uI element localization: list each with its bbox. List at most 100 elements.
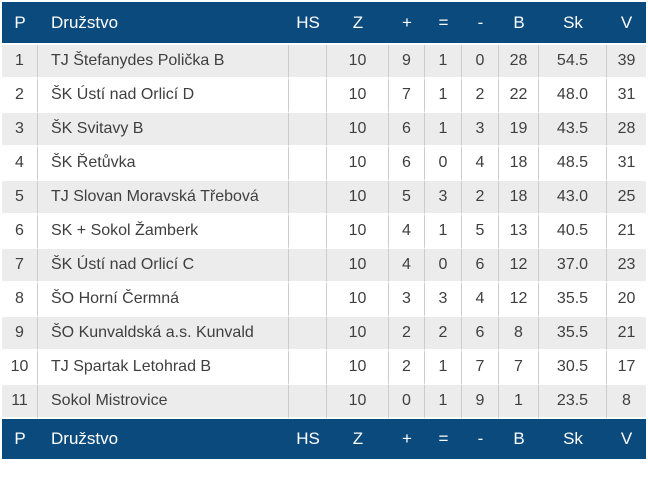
cell-team: TJ Slovan Moravská Třebová <box>38 181 289 215</box>
cell-wins: 0 <box>389 385 425 419</box>
cell-draws: 2 <box>425 317 462 351</box>
cell-rank: 1 <box>2 45 38 79</box>
cell-rank: 8 <box>2 283 38 317</box>
cell-wins: 2 <box>389 351 425 385</box>
footer-col-score: Sk <box>539 419 607 459</box>
cell-wins: 4 <box>389 215 425 249</box>
cell-wins: 5 <box>389 181 425 215</box>
col-header-hs: HS <box>289 2 327 45</box>
cell-v: 31 <box>607 147 646 181</box>
cell-hs <box>289 351 327 385</box>
table-row: 10 TJ Spartak Letohrad B 10 2 1 7 7 30.5 17 <box>2 351 646 385</box>
cell-draws: 3 <box>425 181 462 215</box>
cell-draws: 1 <box>425 215 462 249</box>
cell-hs <box>289 79 327 113</box>
cell-wins: 7 <box>389 79 425 113</box>
cell-hs <box>289 317 327 351</box>
cell-team: TJ Štefanydes Polička B <box>38 45 289 79</box>
cell-rank: 10 <box>2 351 38 385</box>
footer-col-draws: = <box>425 419 462 459</box>
cell-losses: 7 <box>462 351 499 385</box>
cell-games: 10 <box>327 147 389 181</box>
table-row: 8 ŠO Horní Čermná 10 3 3 4 12 35.5 20 <box>2 283 646 317</box>
cell-points: 18 <box>499 147 539 181</box>
cell-v: 39 <box>607 45 646 79</box>
table-row: 1 TJ Štefanydes Polička B 10 9 1 0 28 54.5 39 <box>2 45 646 79</box>
cell-losses: 0 <box>462 45 499 79</box>
cell-games: 10 <box>327 215 389 249</box>
cell-team: ŠK Svitavy B <box>38 113 289 147</box>
col-header-draws: = <box>425 2 462 45</box>
cell-score: 35.5 <box>539 317 607 351</box>
cell-games: 10 <box>327 79 389 113</box>
standings-page: P Družstvo HS Z + = - B Sk V 1 TJ Štefany… <box>2 2 646 459</box>
cell-games: 10 <box>327 385 389 419</box>
table-row: 6 SK + Sokol Žamberk 10 4 1 5 13 40.5 21 <box>2 215 646 249</box>
cell-games: 10 <box>327 113 389 147</box>
cell-draws: 1 <box>425 113 462 147</box>
footer-col-wins: + <box>389 419 425 459</box>
cell-rank: 3 <box>2 113 38 147</box>
cell-hs <box>289 113 327 147</box>
cell-team: ŠK Ústí nad Orlicí D <box>38 79 289 113</box>
table-row: 9 ŠO Kunvaldská a.s. Kunvald 10 2 2 6 8 35.5 21 <box>2 317 646 351</box>
cell-games: 10 <box>327 181 389 215</box>
cell-rank: 2 <box>2 79 38 113</box>
cell-hs <box>289 215 327 249</box>
cell-team: ŠK Řetůvka <box>38 147 289 181</box>
cell-draws: 1 <box>425 45 462 79</box>
cell-rank: 5 <box>2 181 38 215</box>
col-header-points: B <box>499 2 539 45</box>
cell-losses: 3 <box>462 113 499 147</box>
col-header-score: Sk <box>539 2 607 45</box>
cell-score: 37.0 <box>539 249 607 283</box>
cell-games: 10 <box>327 317 389 351</box>
table-row: 4 ŠK Řetůvka 10 6 0 4 18 48.5 31 <box>2 147 646 181</box>
footer-col-v: V <box>607 419 646 459</box>
cell-v: 21 <box>607 215 646 249</box>
table-row: 5 TJ Slovan Moravská Třebová 10 5 3 2 18 43.0 25 <box>2 181 646 215</box>
cell-rank: 9 <box>2 317 38 351</box>
cell-team: SK + Sokol Žamberk <box>38 215 289 249</box>
cell-team: ŠK Ústí nad Orlicí C <box>38 249 289 283</box>
cell-score: 43.0 <box>539 181 607 215</box>
footer-col-rank: P <box>2 419 38 459</box>
table-row: 11 Sokol Mistrovice 10 0 1 9 1 23.5 8 <box>2 385 646 419</box>
cell-losses: 6 <box>462 249 499 283</box>
footer-col-games: Z <box>327 419 389 459</box>
cell-losses: 9 <box>462 385 499 419</box>
cell-wins: 4 <box>389 249 425 283</box>
cell-v: 17 <box>607 351 646 385</box>
cell-rank: 4 <box>2 147 38 181</box>
cell-games: 10 <box>327 249 389 283</box>
cell-games: 10 <box>327 45 389 79</box>
cell-points: 1 <box>499 385 539 419</box>
cell-points: 18 <box>499 181 539 215</box>
cell-score: 48.0 <box>539 79 607 113</box>
col-header-rank: P <box>2 2 38 45</box>
cell-score: 43.5 <box>539 113 607 147</box>
footer-row: P Družstvo HS Z + = - B Sk V <box>2 419 646 459</box>
cell-losses: 2 <box>462 181 499 215</box>
cell-points: 12 <box>499 249 539 283</box>
cell-v: 23 <box>607 249 646 283</box>
cell-score: 23.5 <box>539 385 607 419</box>
cell-points: 7 <box>499 351 539 385</box>
col-header-wins: + <box>389 2 425 45</box>
cell-team: ŠO Horní Čermná <box>38 283 289 317</box>
footer-col-hs: HS <box>289 419 327 459</box>
cell-hs <box>289 45 327 79</box>
cell-score: 30.5 <box>539 351 607 385</box>
cell-wins: 2 <box>389 317 425 351</box>
cell-points: 12 <box>499 283 539 317</box>
cell-v: 8 <box>607 385 646 419</box>
cell-losses: 2 <box>462 79 499 113</box>
cell-score: 48.5 <box>539 147 607 181</box>
cell-v: 21 <box>607 317 646 351</box>
cell-rank: 7 <box>2 249 38 283</box>
cell-losses: 6 <box>462 317 499 351</box>
cell-wins: 9 <box>389 45 425 79</box>
cell-hs <box>289 249 327 283</box>
cell-wins: 6 <box>389 113 425 147</box>
cell-draws: 1 <box>425 385 462 419</box>
